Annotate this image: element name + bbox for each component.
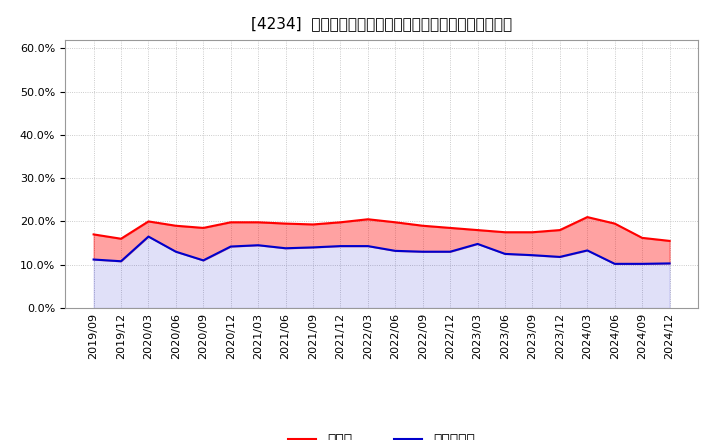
現阱金 (473, 227, 482, 233)
現阱金 (446, 225, 454, 231)
現阱金 (226, 220, 235, 225)
現阱金 (528, 230, 537, 235)
有利子負債 (171, 249, 180, 254)
有利子負債 (89, 257, 98, 262)
有利子負債 (446, 249, 454, 254)
現阱金 (336, 220, 345, 225)
現阱金 (391, 220, 400, 225)
有利子負債 (473, 241, 482, 246)
現阱金 (144, 219, 153, 224)
有利子負債 (556, 254, 564, 260)
Legend: 現阱金, 有利子負債: 現阱金, 有利子負債 (283, 428, 480, 440)
有利子負債 (500, 251, 509, 257)
現阱金 (199, 225, 207, 231)
有利子負債 (226, 244, 235, 249)
有利子負債 (418, 249, 427, 254)
有利子負債 (391, 248, 400, 253)
有利子負債 (336, 243, 345, 249)
現阱金 (638, 235, 647, 241)
現阱金 (364, 216, 372, 222)
有利子負債 (611, 261, 619, 267)
有利子負債 (117, 259, 125, 264)
有利子負債 (364, 243, 372, 249)
有利子負債 (282, 246, 290, 251)
現阱金 (556, 227, 564, 233)
Line: 現阱金: 現阱金 (94, 217, 670, 241)
現阱金 (500, 230, 509, 235)
Title: [4234]  現阱金、有利子負債の総資産に対する比率の推移: [4234] 現阱金、有利子負債の総資産に対する比率の推移 (251, 16, 512, 32)
現阱金 (665, 238, 674, 244)
現阱金 (583, 214, 592, 220)
有利子負債 (583, 248, 592, 253)
有利子負債 (528, 253, 537, 258)
現阱金 (89, 232, 98, 237)
現阱金 (117, 236, 125, 242)
有利子負債 (254, 242, 263, 248)
現阱金 (171, 223, 180, 228)
現阱金 (282, 221, 290, 226)
現阱金 (254, 220, 263, 225)
現阱金 (418, 223, 427, 228)
有利子負債 (638, 261, 647, 267)
有利子負債 (309, 245, 318, 250)
Line: 有利子負債: 有利子負債 (94, 237, 670, 264)
有利子負債 (144, 234, 153, 239)
有利子負債 (199, 258, 207, 263)
現阱金 (611, 221, 619, 226)
有利子負債 (665, 261, 674, 266)
現阱金 (309, 222, 318, 227)
